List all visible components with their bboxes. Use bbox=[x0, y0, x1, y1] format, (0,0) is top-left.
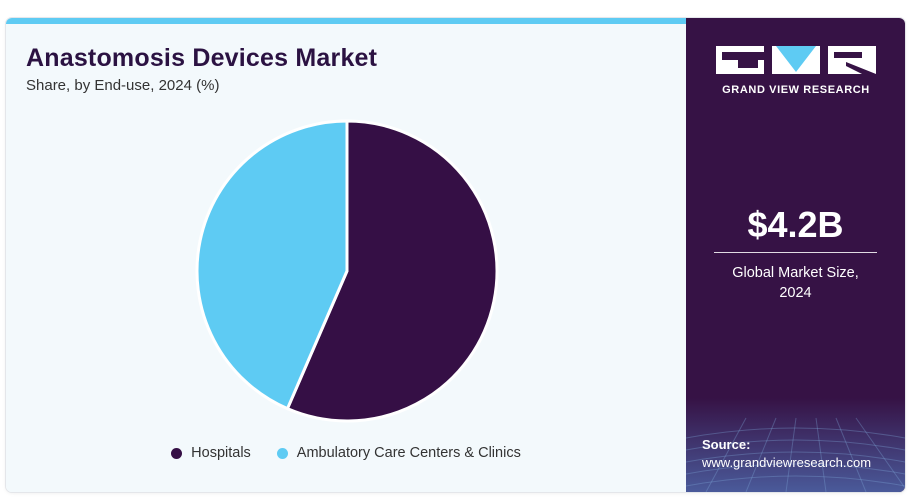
chart-subtitle: Share, by End-use, 2024 (%) bbox=[26, 77, 220, 94]
market-size-label-line2: 2024 bbox=[779, 285, 812, 301]
brand-name: GRAND VIEW RESEARCH bbox=[722, 84, 870, 96]
chart-panel: Anastomosis Devices Market Share, by End… bbox=[6, 18, 686, 492]
market-size-value: $4.2B bbox=[747, 204, 844, 245]
footer-pattern bbox=[686, 398, 905, 492]
pie-svg bbox=[195, 119, 499, 423]
accent-bar bbox=[6, 18, 686, 24]
chart-card: Anastomosis Devices Market Share, by End… bbox=[6, 18, 905, 492]
legend-swatch-hospitals bbox=[171, 447, 183, 459]
legend-swatch-ambulatory bbox=[276, 447, 288, 459]
legend-label-hospitals: Hospitals bbox=[191, 445, 251, 461]
legend-item-hospitals: Hospitals bbox=[171, 445, 251, 461]
pie-slice-hospitals[interactable] bbox=[285, 119, 499, 423]
pie-slice-ambulatory-care-centers-clinics[interactable] bbox=[195, 119, 349, 411]
legend-label-ambulatory: Ambulatory Care Centers & Clinics bbox=[296, 445, 521, 461]
source-label: Source: bbox=[702, 437, 751, 452]
pie-chart bbox=[192, 116, 502, 426]
chart-title: Anastomosis Devices Market bbox=[26, 44, 378, 72]
info-panel: GRAND VIEW RESEARCH $4.2B Global Market … bbox=[686, 18, 905, 492]
market-size-label: Global Market Size, 2024 bbox=[686, 263, 905, 303]
divider bbox=[714, 252, 877, 253]
legend-item-ambulatory: Ambulatory Care Centers & Clinics bbox=[276, 445, 521, 461]
chart-legend: Hospitals Ambulatory Care Centers & Clin… bbox=[6, 445, 686, 461]
gvr-logo-icon bbox=[716, 46, 876, 74]
market-size-label-line1: Global Market Size, bbox=[732, 265, 859, 281]
brand-logo: GRAND VIEW RESEARCH bbox=[716, 46, 876, 106]
source-url[interactable]: www.grandviewresearch.com bbox=[702, 455, 872, 470]
